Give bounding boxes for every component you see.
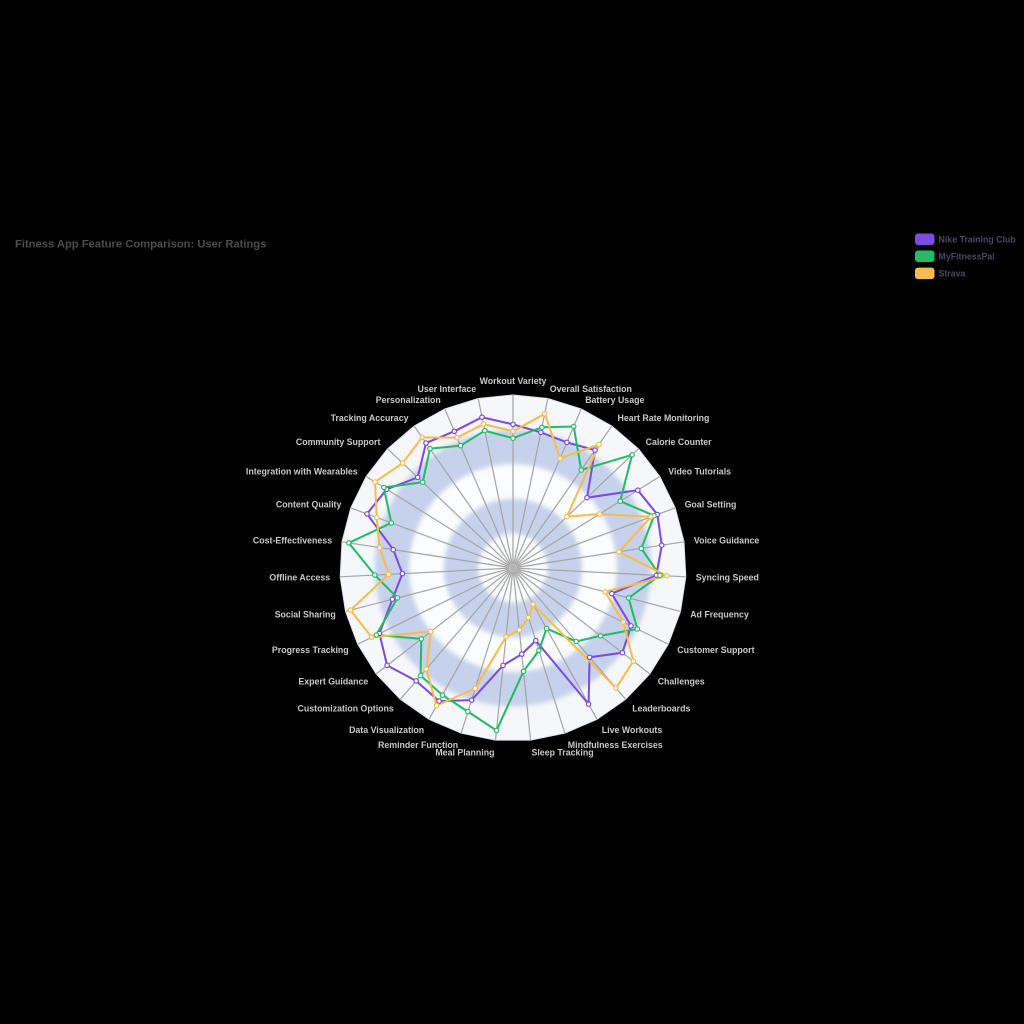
- svg-text:Reminder Function: Reminder Function: [378, 740, 458, 750]
- svg-text:Personalization: Personalization: [376, 395, 441, 405]
- svg-text:Fitness App Feature Comparison: Fitness App Feature Comparison: User Rat…: [15, 239, 266, 251]
- svg-text:Tracking Accuracy: Tracking Accuracy: [331, 413, 409, 423]
- svg-text:Syncing Speed: Syncing Speed: [696, 573, 759, 583]
- svg-text:Offline Access: Offline Access: [269, 573, 330, 583]
- svg-text:Calorie Counter: Calorie Counter: [646, 437, 713, 447]
- svg-text:Overall Satisfaction: Overall Satisfaction: [550, 384, 632, 394]
- svg-text:Community Support: Community Support: [296, 437, 381, 447]
- svg-text:User Interface: User Interface: [418, 384, 477, 394]
- svg-text:Progress Tracking: Progress Tracking: [272, 645, 349, 655]
- svg-text:Goal Setting: Goal Setting: [685, 500, 737, 510]
- svg-text:Nike Training Club: Nike Training Club: [939, 235, 1017, 245]
- svg-text:Strava: Strava: [939, 269, 966, 279]
- svg-text:Video Tutorials: Video Tutorials: [668, 466, 731, 476]
- svg-text:Challenges: Challenges: [658, 677, 705, 687]
- svg-text:Data Visualization: Data Visualization: [349, 725, 424, 735]
- svg-text:Live Workouts: Live Workouts: [602, 725, 663, 735]
- svg-text:Leaderboards: Leaderboards: [632, 704, 690, 714]
- svg-text:Mindfulness Exercises: Mindfulness Exercises: [568, 740, 663, 750]
- svg-text:Ad Frequency: Ad Frequency: [690, 610, 749, 620]
- svg-text:Workout Variety: Workout Variety: [480, 376, 547, 386]
- svg-text:Heart Rate Monitoring: Heart Rate Monitoring: [618, 413, 710, 423]
- svg-text:Battery Usage: Battery Usage: [585, 395, 644, 405]
- svg-text:Customer Support: Customer Support: [677, 645, 754, 655]
- svg-text:MyFitnessPal: MyFitnessPal: [939, 252, 995, 262]
- svg-text:Meal Planning: Meal Planning: [435, 747, 494, 757]
- svg-text:Customization Options: Customization Options: [298, 704, 394, 714]
- svg-text:Voice Guidance: Voice Guidance: [694, 536, 759, 546]
- svg-text:Social Sharing: Social Sharing: [275, 610, 336, 620]
- svg-text:Expert Guidance: Expert Guidance: [298, 677, 368, 687]
- svg-text:Sleep Tracking: Sleep Tracking: [532, 747, 594, 757]
- svg-text:Integration with Wearables: Integration with Wearables: [246, 466, 358, 476]
- svg-text:Cost-Effectiveness: Cost-Effectiveness: [253, 536, 332, 546]
- svg-text:Content Quality: Content Quality: [276, 500, 342, 510]
